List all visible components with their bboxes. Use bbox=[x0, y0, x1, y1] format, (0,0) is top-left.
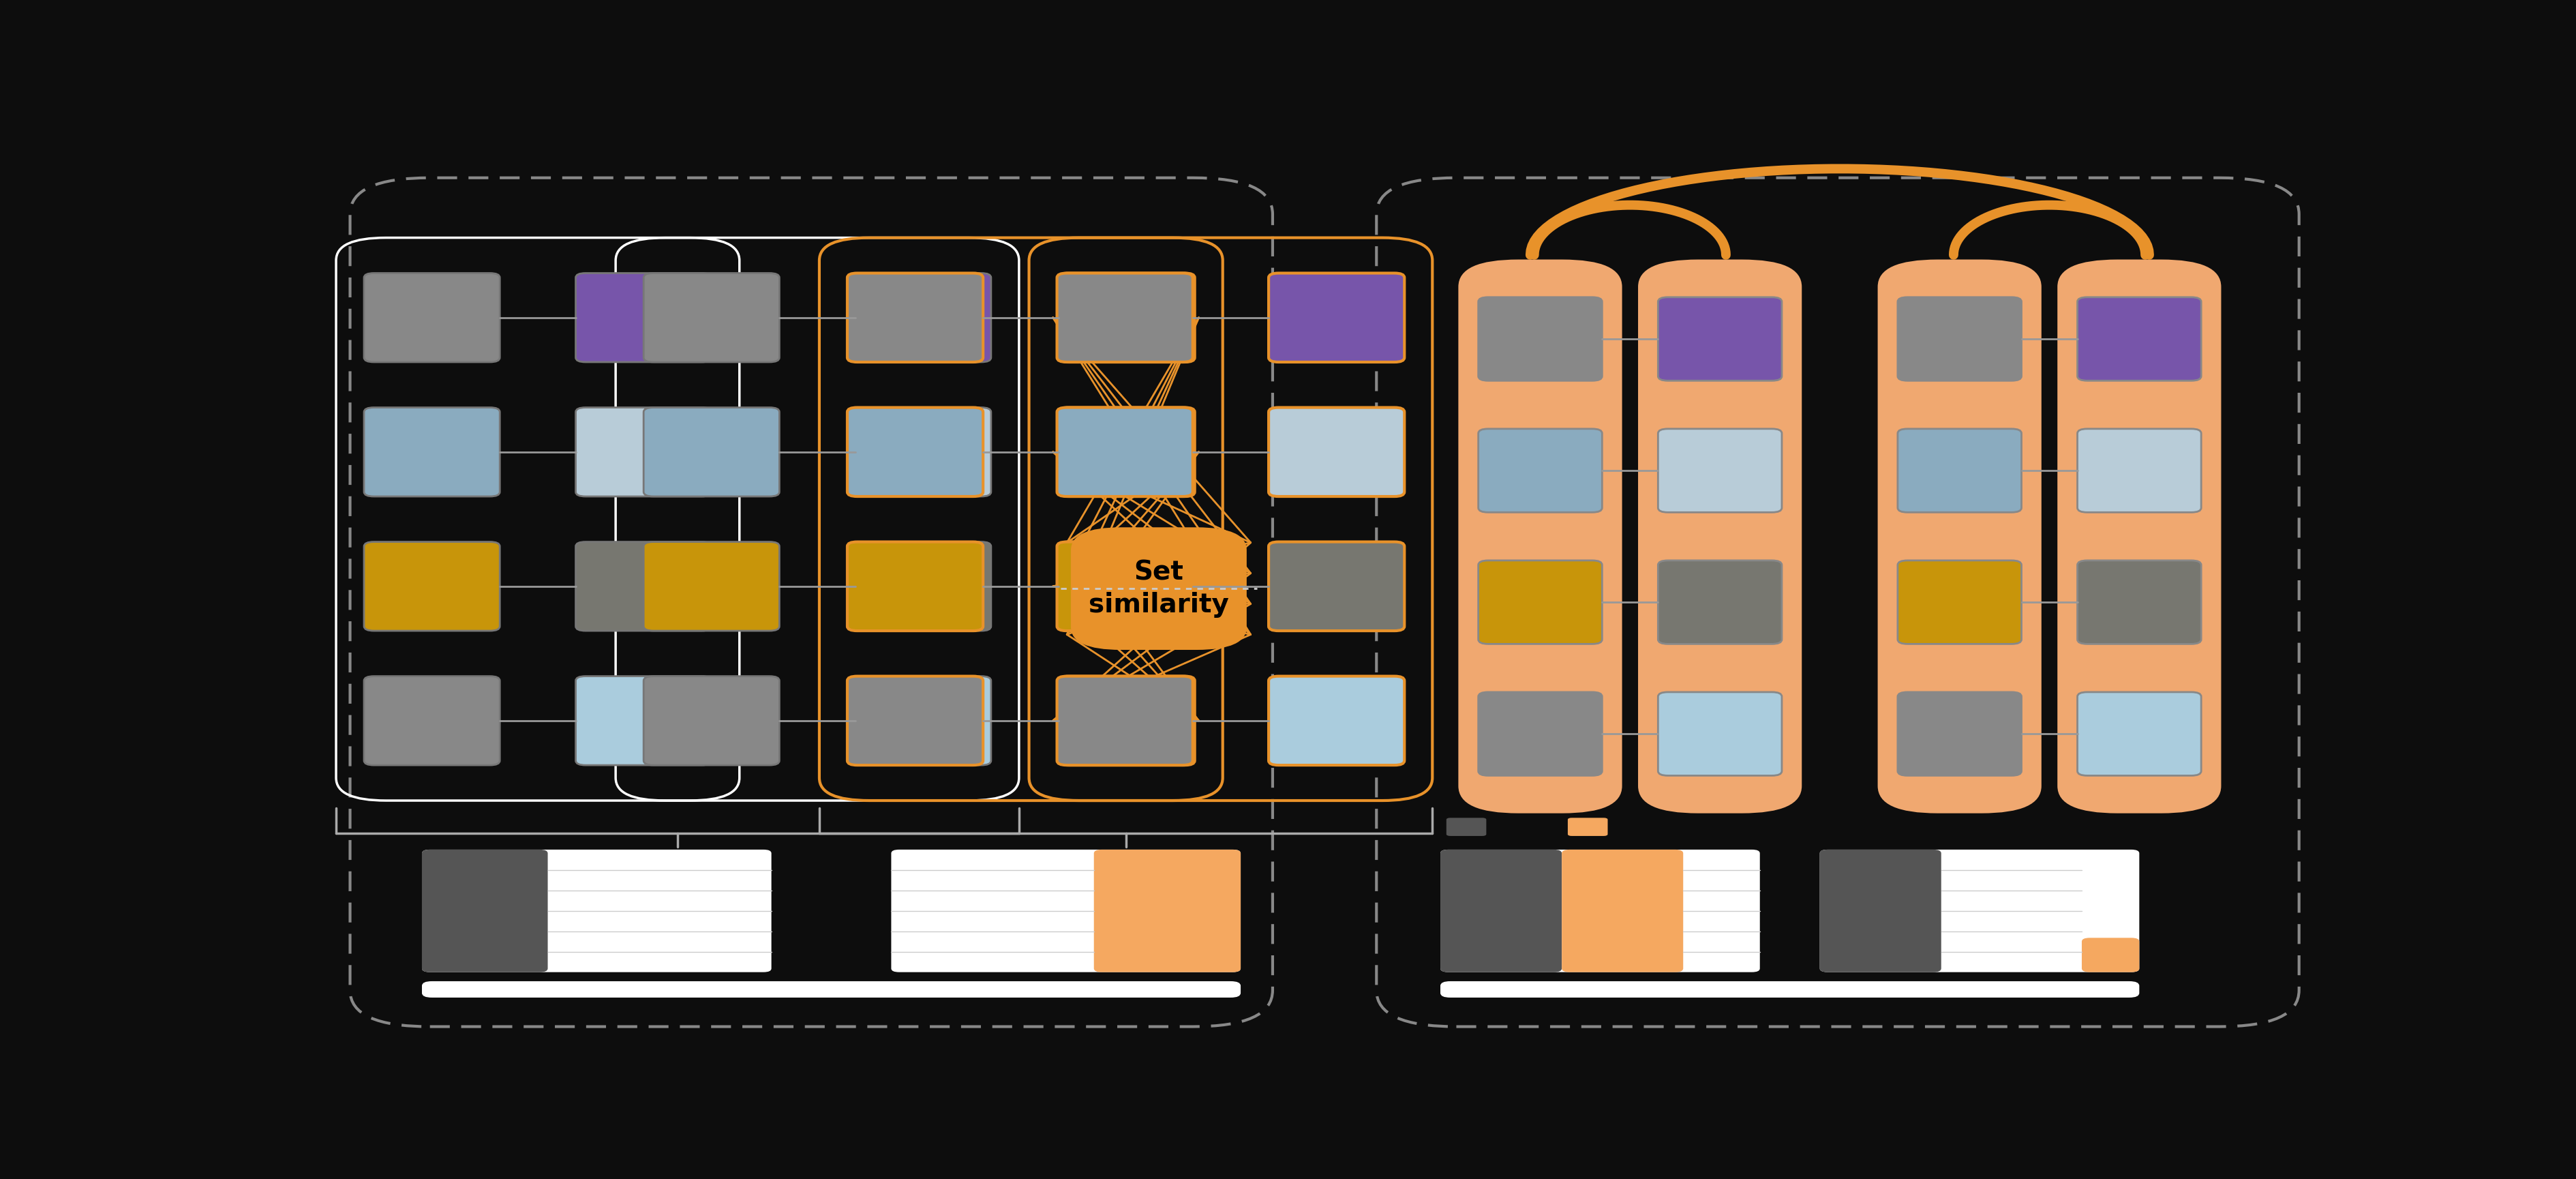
FancyBboxPatch shape bbox=[363, 274, 500, 362]
FancyBboxPatch shape bbox=[422, 850, 770, 973]
FancyBboxPatch shape bbox=[1056, 274, 1193, 362]
FancyBboxPatch shape bbox=[1095, 850, 1239, 973]
FancyBboxPatch shape bbox=[363, 408, 500, 496]
FancyBboxPatch shape bbox=[855, 274, 992, 362]
FancyBboxPatch shape bbox=[644, 274, 778, 362]
FancyBboxPatch shape bbox=[1056, 677, 1193, 765]
FancyBboxPatch shape bbox=[1656, 560, 1783, 644]
FancyBboxPatch shape bbox=[1440, 850, 1759, 973]
FancyBboxPatch shape bbox=[1656, 297, 1783, 381]
FancyBboxPatch shape bbox=[422, 850, 549, 973]
FancyBboxPatch shape bbox=[574, 274, 711, 362]
FancyBboxPatch shape bbox=[1059, 542, 1195, 631]
FancyBboxPatch shape bbox=[855, 542, 992, 631]
FancyBboxPatch shape bbox=[848, 274, 984, 362]
FancyBboxPatch shape bbox=[1561, 850, 1682, 973]
FancyBboxPatch shape bbox=[1896, 429, 2022, 513]
FancyBboxPatch shape bbox=[1267, 542, 1404, 631]
FancyBboxPatch shape bbox=[848, 408, 984, 496]
FancyBboxPatch shape bbox=[1445, 818, 1486, 836]
FancyBboxPatch shape bbox=[1458, 259, 1623, 814]
FancyBboxPatch shape bbox=[2056, 259, 2221, 814]
FancyBboxPatch shape bbox=[1059, 408, 1195, 496]
FancyBboxPatch shape bbox=[1896, 297, 2022, 381]
FancyBboxPatch shape bbox=[1566, 818, 1607, 836]
FancyBboxPatch shape bbox=[2076, 560, 2200, 644]
FancyBboxPatch shape bbox=[1059, 274, 1195, 362]
FancyBboxPatch shape bbox=[363, 542, 500, 631]
FancyBboxPatch shape bbox=[891, 850, 1239, 973]
FancyBboxPatch shape bbox=[855, 677, 992, 765]
FancyBboxPatch shape bbox=[363, 677, 500, 765]
FancyBboxPatch shape bbox=[2076, 429, 2200, 513]
FancyBboxPatch shape bbox=[1479, 560, 1602, 644]
FancyBboxPatch shape bbox=[1819, 850, 1940, 973]
FancyBboxPatch shape bbox=[1878, 259, 2040, 814]
FancyBboxPatch shape bbox=[1896, 692, 2022, 776]
FancyBboxPatch shape bbox=[1267, 408, 1404, 496]
FancyBboxPatch shape bbox=[574, 408, 711, 496]
FancyBboxPatch shape bbox=[1072, 527, 1247, 650]
FancyBboxPatch shape bbox=[1440, 850, 1561, 973]
FancyBboxPatch shape bbox=[1056, 408, 1193, 496]
FancyBboxPatch shape bbox=[1479, 297, 1602, 381]
FancyBboxPatch shape bbox=[644, 677, 778, 765]
Text: Set
similarity: Set similarity bbox=[1087, 560, 1229, 618]
FancyBboxPatch shape bbox=[848, 542, 984, 631]
FancyBboxPatch shape bbox=[574, 677, 711, 765]
FancyBboxPatch shape bbox=[1656, 692, 1783, 776]
FancyBboxPatch shape bbox=[1440, 981, 2138, 997]
FancyBboxPatch shape bbox=[1479, 429, 1602, 513]
FancyBboxPatch shape bbox=[1479, 692, 1602, 776]
FancyBboxPatch shape bbox=[1267, 274, 1404, 362]
FancyBboxPatch shape bbox=[855, 408, 992, 496]
FancyBboxPatch shape bbox=[1656, 429, 1783, 513]
FancyBboxPatch shape bbox=[1896, 560, 2022, 644]
FancyBboxPatch shape bbox=[422, 981, 1239, 997]
FancyBboxPatch shape bbox=[2076, 297, 2200, 381]
FancyBboxPatch shape bbox=[1638, 259, 1801, 814]
FancyBboxPatch shape bbox=[2081, 937, 2138, 973]
FancyBboxPatch shape bbox=[574, 542, 711, 631]
FancyBboxPatch shape bbox=[644, 542, 778, 631]
FancyBboxPatch shape bbox=[1267, 677, 1404, 765]
FancyBboxPatch shape bbox=[644, 408, 778, 496]
FancyBboxPatch shape bbox=[1059, 677, 1195, 765]
FancyBboxPatch shape bbox=[2076, 692, 2200, 776]
FancyBboxPatch shape bbox=[1819, 850, 2138, 973]
FancyBboxPatch shape bbox=[1056, 542, 1193, 631]
FancyBboxPatch shape bbox=[848, 677, 984, 765]
